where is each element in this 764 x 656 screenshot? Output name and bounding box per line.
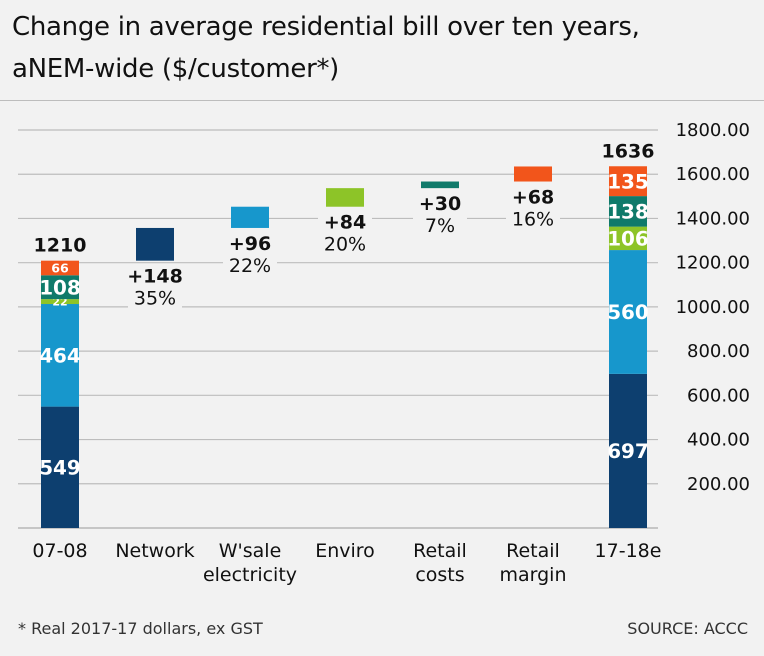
stack-bar-6-0 [609, 373, 647, 528]
stack-bar-0-4 [41, 260, 79, 276]
total-label-6: 1636 [602, 140, 655, 162]
change-bar-2 [326, 188, 364, 207]
category-label-3-0: Enviro [315, 540, 375, 562]
stack-label-0-3: 108 [39, 275, 81, 299]
stack-bar-6-3 [609, 196, 647, 227]
stack-bar-0-3 [41, 275, 79, 300]
stack-label-6-0: 697 [607, 439, 649, 463]
stack-label-6-4: 135 [607, 169, 649, 193]
change-label-bg-1 [223, 231, 277, 276]
y-tick-label-400: 400.00 [687, 430, 750, 451]
change-pct-0: 35% [134, 288, 176, 310]
stack-label-0-1: 464 [39, 343, 81, 367]
y-tick-label-1000: 1000.00 [676, 297, 750, 318]
change-value-2: +84 [324, 212, 366, 234]
change-value-3: +30 [419, 193, 461, 215]
stack-bar-0-0 [41, 406, 79, 528]
y-tick-label-200: 200.00 [687, 474, 750, 495]
change-value-0: +148 [127, 266, 183, 288]
stack-bar-0-1 [41, 304, 79, 407]
change-pct-4: 16% [512, 209, 554, 231]
stack-bar-6-1 [609, 250, 647, 374]
change-bar-4 [514, 166, 552, 182]
y-tick-label-1600: 1600.00 [676, 164, 750, 185]
change-label-bg-0 [128, 264, 182, 309]
source-note: SOURCE: ACCC [627, 619, 748, 638]
y-tick-label-1400: 1400.00 [676, 208, 750, 229]
stack-label-6-2: 106 [607, 227, 649, 251]
change-label-bg-3 [413, 192, 467, 237]
stack-bar-6-4 [609, 166, 647, 197]
change-bar-1 [231, 206, 269, 228]
waterfall-chart: 200.00 400.00 600.00 800.00 1000.00 1200.00 14… [18, 120, 750, 586]
category-label-2-1: electricity [203, 564, 297, 586]
stack-bar-0-2 [41, 299, 79, 305]
y-tick-label-800: 800.00 [687, 341, 750, 362]
category-label-4-1: costs [415, 564, 464, 586]
change-bar-0 [136, 227, 174, 261]
chart-title-line-2: aNEM-wide ($/customer*) [12, 54, 339, 84]
category-label-6-0: 17-18e [595, 540, 662, 562]
title-divider [0, 100, 764, 101]
stack-label-0-0: 549 [39, 455, 81, 479]
category-label-5-0: Retail [506, 540, 560, 562]
stack-label-6-3: 138 [607, 200, 649, 224]
change-pct-1: 22% [229, 255, 271, 277]
category-label-2-0: W'sale [219, 540, 282, 562]
category-label-1-0: Network [115, 540, 194, 562]
stack-label-0-4: 66 [51, 261, 69, 276]
chart-title-line-1: Change in average residential bill over … [12, 12, 640, 42]
change-pct-2: 20% [324, 234, 366, 256]
y-tick-label-600: 600.00 [687, 385, 750, 406]
stack-label-6-1: 560 [607, 300, 649, 324]
change-pct-3: 7% [425, 215, 455, 237]
change-label-bg-4 [506, 185, 560, 230]
y-tick-label-1200: 1200.00 [676, 253, 750, 274]
category-label-5-1: margin [499, 564, 566, 586]
change-label-bg-2 [318, 210, 372, 255]
category-label-4-0: Retail [413, 540, 467, 562]
change-bar-3 [421, 181, 459, 189]
change-value-4: +68 [512, 187, 554, 209]
stack-bar-6-2 [609, 226, 647, 251]
total-label-0: 1210 [34, 235, 87, 257]
y-tick-label-1800: 1800.00 [676, 120, 750, 141]
change-value-1: +96 [229, 233, 271, 255]
footnote: * Real 2017-17 dollars, ex GST [18, 619, 263, 638]
category-label-0-0: 07-08 [32, 540, 87, 562]
